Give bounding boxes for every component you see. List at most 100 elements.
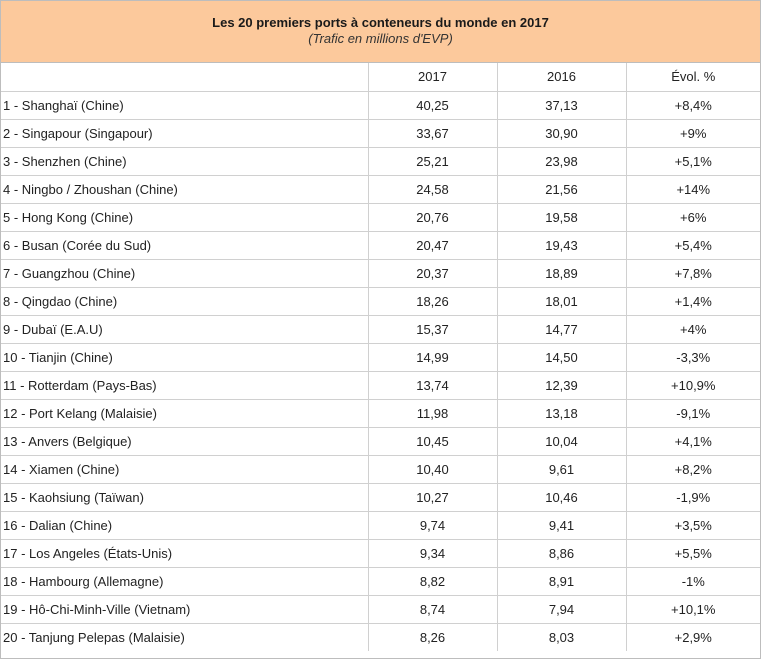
- port-name-cell: 3 - Shenzhen (Chine): [1, 147, 369, 176]
- table-row: 4 - Ningbo / Zhoushan (Chine) 24,58 21,56 +…: [1, 175, 760, 204]
- traffic-2017-cell: 24,58: [368, 175, 498, 204]
- evolution-cell: -3,3%: [626, 343, 760, 372]
- traffic-2017-cell: 15,37: [368, 315, 498, 344]
- column-header-2017: 2017: [368, 63, 498, 92]
- table-row: 16 - Dalian (Chine) 9,74 9,41 +3,5%: [1, 511, 760, 540]
- traffic-2017-cell: 11,98: [368, 399, 498, 428]
- traffic-2017-cell: 20,37: [368, 259, 498, 288]
- traffic-2017-cell: 10,45: [368, 427, 498, 456]
- traffic-2016-cell: 14,50: [497, 343, 627, 372]
- port-name-cell: 16 - Dalian (Chine): [1, 511, 369, 540]
- column-header-2016: 2016: [497, 63, 627, 92]
- evolution-cell: +10,1%: [626, 595, 760, 624]
- traffic-2017-cell: 8,82: [368, 567, 498, 596]
- evolution-cell: +7,8%: [626, 259, 760, 288]
- port-name-cell: 13 - Anvers (Belgique): [1, 427, 369, 456]
- traffic-2017-cell: 10,40: [368, 455, 498, 484]
- traffic-2017-cell: 25,21: [368, 147, 498, 176]
- table-row: 13 - Anvers (Belgique) 10,45 10,04 +4,1%: [1, 427, 760, 456]
- evolution-cell: +10,9%: [626, 371, 760, 400]
- table-row: 10 - Tianjin (Chine) 14,99 14,50 -3,3%: [1, 343, 760, 372]
- port-name-cell: 14 - Xiamen (Chine): [1, 455, 369, 484]
- evolution-cell: +8,2%: [626, 455, 760, 484]
- table-row: 5 - Hong Kong (Chine) 20,76 19,58 +6%: [1, 203, 760, 232]
- port-name-cell: 6 - Busan (Corée du Sud): [1, 231, 369, 260]
- table-row: 6 - Busan (Corée du Sud) 20,47 19,43 +5,4%: [1, 231, 760, 260]
- traffic-2016-cell: 18,89: [497, 259, 627, 288]
- traffic-2016-cell: 18,01: [497, 287, 627, 316]
- port-name-cell: 19 - Hô-Chi-Minh-Ville (Vietnam): [1, 595, 369, 624]
- table-row: 11 - Rotterdam (Pays-Bas) 13,74 12,39 +10,9…: [1, 371, 760, 400]
- traffic-2016-cell: 21,56: [497, 175, 627, 204]
- traffic-2016-cell: 8,91: [497, 567, 627, 596]
- evolution-cell: -1,9%: [626, 483, 760, 512]
- table-row: 1 - Shanghaï (Chine) 40,25 37,13 +8,4%: [1, 91, 760, 120]
- table-row: 7 - Guangzhou (Chine) 20,37 18,89 +7,8%: [1, 259, 760, 288]
- column-header-evol: Évol. %: [626, 63, 760, 92]
- table-row: 17 - Los Angeles (États-Unis) 9,34 8,86 +5,…: [1, 539, 760, 568]
- evolution-cell: +5,4%: [626, 231, 760, 260]
- traffic-2017-cell: 10,27: [368, 483, 498, 512]
- table-row: 14 - Xiamen (Chine) 10,40 9,61 +8,2%: [1, 455, 760, 484]
- evolution-cell: -1%: [626, 567, 760, 596]
- traffic-2016-cell: 13,18: [497, 399, 627, 428]
- port-name-cell: 12 - Port Kelang (Malaisie): [1, 399, 369, 428]
- table-title: Les 20 premiers ports à conteneurs du mo…: [212, 15, 549, 30]
- port-name-cell: 18 - Hambourg (Allemagne): [1, 567, 369, 596]
- evolution-cell: +4%: [626, 315, 760, 344]
- traffic-2017-cell: 20,47: [368, 231, 498, 260]
- table-row: 2 - Singapour (Singapour) 33,67 30,90 +9%: [1, 119, 760, 148]
- column-header-row: 2017 2016 Évol. %: [1, 63, 760, 92]
- port-name-cell: 17 - Los Angeles (États-Unis): [1, 539, 369, 568]
- port-name-cell: 9 - Dubaï (E.A.U): [1, 315, 369, 344]
- port-name-cell: 7 - Guangzhou (Chine): [1, 259, 369, 288]
- table-row: 9 - Dubaï (E.A.U) 15,37 14,77 +4%: [1, 315, 760, 344]
- port-name-cell: 20 - Tanjung Pelepas (Malaisie): [1, 623, 369, 651]
- traffic-2016-cell: 10,04: [497, 427, 627, 456]
- evolution-cell: +5,5%: [626, 539, 760, 568]
- table-header: Les 20 premiers ports à conteneurs du mo…: [1, 1, 760, 63]
- traffic-2016-cell: 12,39: [497, 371, 627, 400]
- column-header-port: [1, 63, 369, 92]
- traffic-2016-cell: 8,03: [497, 623, 627, 651]
- traffic-2017-cell: 9,74: [368, 511, 498, 540]
- port-name-cell: 4 - Ningbo / Zhoushan (Chine): [1, 175, 369, 204]
- traffic-2016-cell: 7,94: [497, 595, 627, 624]
- port-name-cell: 5 - Hong Kong (Chine): [1, 203, 369, 232]
- traffic-2016-cell: 19,58: [497, 203, 627, 232]
- ports-table-body: 2017 2016 Évol. % 1 - Shanghaï (Chine) 40…: [1, 63, 760, 651]
- traffic-2017-cell: 20,76: [368, 203, 498, 232]
- traffic-2016-cell: 23,98: [497, 147, 627, 176]
- traffic-2017-cell: 9,34: [368, 539, 498, 568]
- port-name-cell: 2 - Singapour (Singapour): [1, 119, 369, 148]
- table-row: 20 - Tanjung Pelepas (Malaisie) 8,26 8,03 +…: [1, 623, 760, 651]
- evolution-cell: +2,9%: [674, 629, 712, 645]
- evolution-cell: +5,1%: [626, 147, 760, 176]
- table-row: 19 - Hô-Chi-Minh-Ville (Vietnam) 8,74 7,94…: [1, 595, 760, 624]
- port-name-cell: 11 - Rotterdam (Pays-Bas): [1, 371, 369, 400]
- traffic-2016-cell: 37,13: [497, 91, 627, 120]
- evolution-cell: +4,1%: [626, 427, 760, 456]
- traffic-2017-cell: 8,26: [368, 623, 498, 651]
- port-name-cell: 15 - Kaohsiung (Taïwan): [1, 483, 369, 512]
- port-name-cell: 10 - Tianjin (Chine): [1, 343, 369, 372]
- table-row: 8 - Qingdao (Chine) 18,26 18,01 +1,4%: [1, 287, 760, 316]
- evolution-cell: +3,5%: [626, 511, 760, 540]
- table-row: 15 - Kaohsiung (Taïwan) 10,27 10,46 -1,9%: [1, 483, 760, 512]
- traffic-2016-cell: 8,86: [497, 539, 627, 568]
- evolution-cell: +14%: [626, 175, 760, 204]
- evolution-cell: +8,4%: [626, 91, 760, 120]
- traffic-2017-cell: 14,99: [368, 343, 498, 372]
- traffic-2016-cell: 30,90: [497, 119, 627, 148]
- table-subtitle: (Trafic en millions d'EVP): [308, 31, 453, 46]
- ports-table: 2017 2016 Évol. % 1 - Shanghaï (Chine) 40…: [1, 63, 760, 651]
- traffic-2016-cell: 19,43: [497, 231, 627, 260]
- table-row: 12 - Port Kelang (Malaisie) 11,98 13,18 -9,…: [1, 399, 760, 428]
- traffic-2017-cell: 40,25: [368, 91, 498, 120]
- traffic-2016-cell: 9,61: [497, 455, 627, 484]
- evolution-cell: +1,4%: [626, 287, 760, 316]
- traffic-2016-cell: 9,41: [497, 511, 627, 540]
- evolution-cell: +6%: [626, 203, 760, 232]
- traffic-2017-cell: 8,74: [368, 595, 498, 624]
